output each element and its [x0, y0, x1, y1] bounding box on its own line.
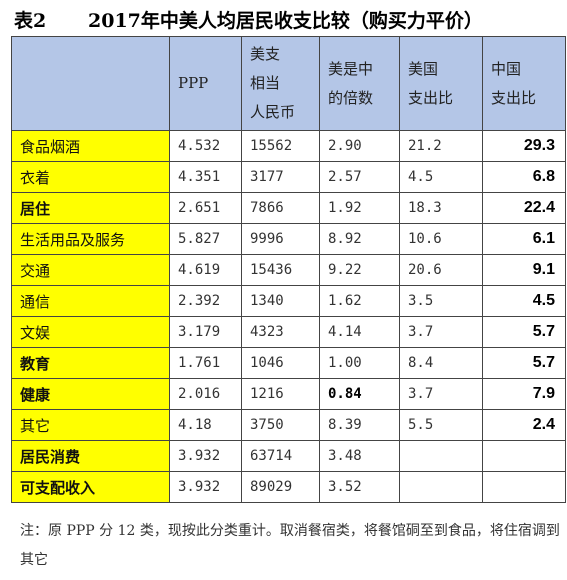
- category-cell: 生活用品及服务: [11, 223, 170, 255]
- us-share-cell: 8.4: [399, 347, 483, 379]
- multiple-cell: 4.14: [319, 316, 400, 348]
- ppp-cell: 2.651: [169, 192, 242, 224]
- category-cell: 通信: [11, 285, 170, 317]
- rmb-cell: 4323: [241, 316, 320, 348]
- category-cell: 居民消费: [11, 440, 170, 472]
- us-share-cell: 5.5: [399, 409, 483, 441]
- header-us-share: 美国 支出比: [399, 36, 483, 131]
- ppp-cell: 4.351: [169, 161, 242, 193]
- rmb-cell: 15436: [241, 254, 320, 286]
- table-number: 表2: [14, 10, 47, 32]
- rmb-cell: 9996: [241, 223, 320, 255]
- header-category: [11, 36, 170, 131]
- category-cell: 健康: [11, 378, 170, 410]
- cn-share-cell: 7.9: [482, 378, 566, 410]
- multiple-cell: 1.00: [319, 347, 400, 379]
- multiple-cell: 2.57: [319, 161, 400, 193]
- table-row: 其它 4.18 3750 8.39 5.5 2.4: [11, 409, 566, 441]
- ppp-cell: 3.932: [169, 440, 242, 472]
- category-cell: 食品烟酒: [11, 130, 170, 162]
- cn-share-cell: 5.7: [482, 316, 566, 348]
- rmb-cell: 1340: [241, 285, 320, 317]
- rmb-cell: 15562: [241, 130, 320, 162]
- rmb-cell: 1046: [241, 347, 320, 379]
- ppp-cell: 2.016: [169, 378, 242, 410]
- header-row: PPP 美支 相当 人民币 美是中 的倍数 美国 支出比 中国 支出比: [11, 36, 566, 131]
- header-rmb: 美支 相当 人民币: [241, 36, 320, 131]
- footnote: 注：原 PPP 分 12 类，现按此分类重计。取消餐宿类，将餐馆硐至到食品，将住…: [20, 523, 560, 568]
- category-cell: 其它: [11, 409, 170, 441]
- ppp-cell: 5.827: [169, 223, 242, 255]
- us-share-cell: 21.2: [399, 130, 483, 162]
- rmb-cell: 89029: [241, 471, 320, 503]
- cn-share-cell: 4.5: [482, 285, 566, 317]
- table-row: 教育 1.761 1046 1.00 8.4 5.7: [11, 347, 566, 379]
- cn-share-cell: 9.1: [482, 254, 566, 286]
- multiple-cell: 9.22: [319, 254, 400, 286]
- table-title: 2017年中美人均居民收支比较（购买力平价）: [88, 10, 483, 32]
- category-cell: 教育: [11, 347, 170, 379]
- multiple-cell: 1.62: [319, 285, 400, 317]
- category-cell: 文娱: [11, 316, 170, 348]
- header-multiple: 美是中 的倍数: [319, 36, 400, 131]
- us-share-cell: 3.7: [399, 378, 483, 410]
- us-share-cell: 18.3: [399, 192, 483, 224]
- multiple-cell: 2.90: [319, 130, 400, 162]
- us-share-cell: 3.5: [399, 285, 483, 317]
- rmb-cell: 3177: [241, 161, 320, 193]
- multiple-cell: 8.92: [319, 223, 400, 255]
- category-cell: 居住: [11, 192, 170, 224]
- ppp-cell: 4.18: [169, 409, 242, 441]
- us-share-cell: 20.6: [399, 254, 483, 286]
- ppp-cell: 3.932: [169, 471, 242, 503]
- cn-share-cell: [482, 440, 566, 472]
- ppp-cell: 2.392: [169, 285, 242, 317]
- table-row: 健康 2.016 1216 0.84 3.7 7.9: [11, 378, 566, 410]
- cn-share-cell: [482, 471, 566, 503]
- table-row: 衣着 4.351 3177 2.57 4.5 6.8: [11, 161, 566, 193]
- category-cell: 交通: [11, 254, 170, 286]
- multiple-cell: 0.84: [319, 378, 400, 410]
- table-row: 食品烟酒 4.532 15562 2.90 21.2 29.3: [11, 130, 566, 162]
- cn-share-cell: 29.3: [482, 130, 566, 162]
- ppp-cell: 4.532: [169, 130, 242, 162]
- us-share-cell: [399, 440, 483, 472]
- ppp-cell: 4.619: [169, 254, 242, 286]
- table-row: 居民消费 3.932 63714 3.48: [11, 440, 566, 472]
- category-cell: 衣着: [11, 161, 170, 193]
- ppp-cell: 1.761: [169, 347, 242, 379]
- us-share-cell: 3.7: [399, 316, 483, 348]
- rmb-cell: 3750: [241, 409, 320, 441]
- rmb-cell: 1216: [241, 378, 320, 410]
- table-row: 生活用品及服务 5.827 9996 8.92 10.6 6.1: [11, 223, 566, 255]
- multiple-cell: 3.48: [319, 440, 400, 472]
- cn-share-cell: 6.1: [482, 223, 566, 255]
- us-share-cell: 10.6: [399, 223, 483, 255]
- table-row: 通信 2.392 1340 1.62 3.5 4.5: [11, 285, 566, 317]
- multiple-cell: 8.39: [319, 409, 400, 441]
- us-share-cell: 4.5: [399, 161, 483, 193]
- cn-share-cell: 22.4: [482, 192, 566, 224]
- ppp-cell: 3.179: [169, 316, 242, 348]
- cn-share-cell: 2.4: [482, 409, 566, 441]
- table-row: 文娱 3.179 4323 4.14 3.7 5.7: [11, 316, 566, 348]
- multiple-cell: 3.52: [319, 471, 400, 503]
- table-row: 可支配收入 3.932 89029 3.52: [11, 471, 566, 503]
- category-cell: 可支配收入: [11, 471, 170, 503]
- rmb-cell: 7866: [241, 192, 320, 224]
- header-ppp: PPP: [169, 36, 242, 131]
- table-row: 交通 4.619 15436 9.22 20.6 9.1: [11, 254, 566, 286]
- cn-share-cell: 6.8: [482, 161, 566, 193]
- comparison-table: PPP 美支 相当 人民币 美是中 的倍数 美国 支出比 中国 支出比 食品烟酒 4.532…: [11, 36, 566, 503]
- us-share-cell: [399, 471, 483, 503]
- table-row: 居住 2.651 7866 1.92 18.3 22.4: [11, 192, 566, 224]
- multiple-cell: 1.92: [319, 192, 400, 224]
- header-cn-share: 中国 支出比: [482, 36, 566, 131]
- table-caption: 表2 2017年中美人均居民收支比较（购买力平价）: [0, 0, 567, 36]
- cn-share-cell: 5.7: [482, 347, 566, 379]
- rmb-cell: 63714: [241, 440, 320, 472]
